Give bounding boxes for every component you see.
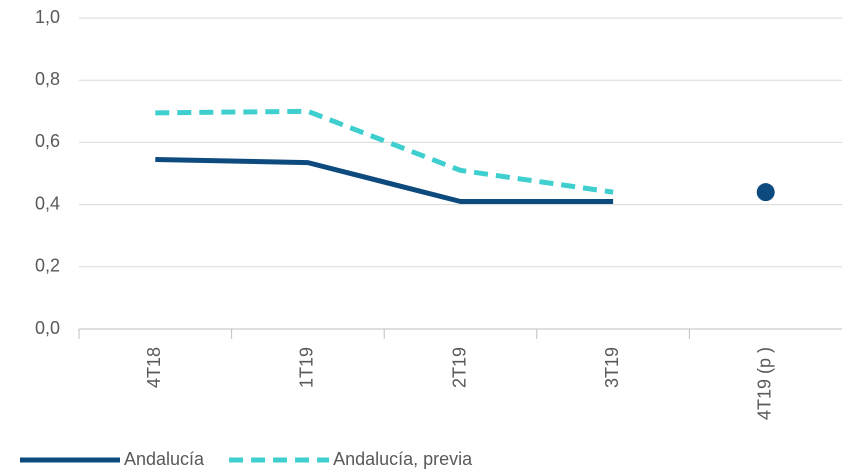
x-tick-label: 3T19 <box>602 347 622 388</box>
y-tick-label: 0,8 <box>35 69 60 89</box>
y-tick-label: 0,2 <box>35 256 60 276</box>
y-tick-label: 1,0 <box>35 7 60 27</box>
y-tick-label: 0,6 <box>35 131 60 151</box>
x-tick-label: 4T18 <box>144 347 164 388</box>
x-tick-label: 4T19 (p ) <box>754 347 774 420</box>
x-tick-label: 1T19 <box>297 347 317 388</box>
line <box>155 108 614 195</box>
x-tick-label: 2T19 <box>449 347 469 388</box>
y-tick-label: 0,0 <box>35 318 60 338</box>
legend-label: Andalucía, previa <box>333 449 473 469</box>
line <box>155 157 614 204</box>
point <box>756 183 775 202</box>
legend-label: Andalucía <box>124 449 205 469</box>
y-tick-label: 0,4 <box>35 193 60 213</box>
